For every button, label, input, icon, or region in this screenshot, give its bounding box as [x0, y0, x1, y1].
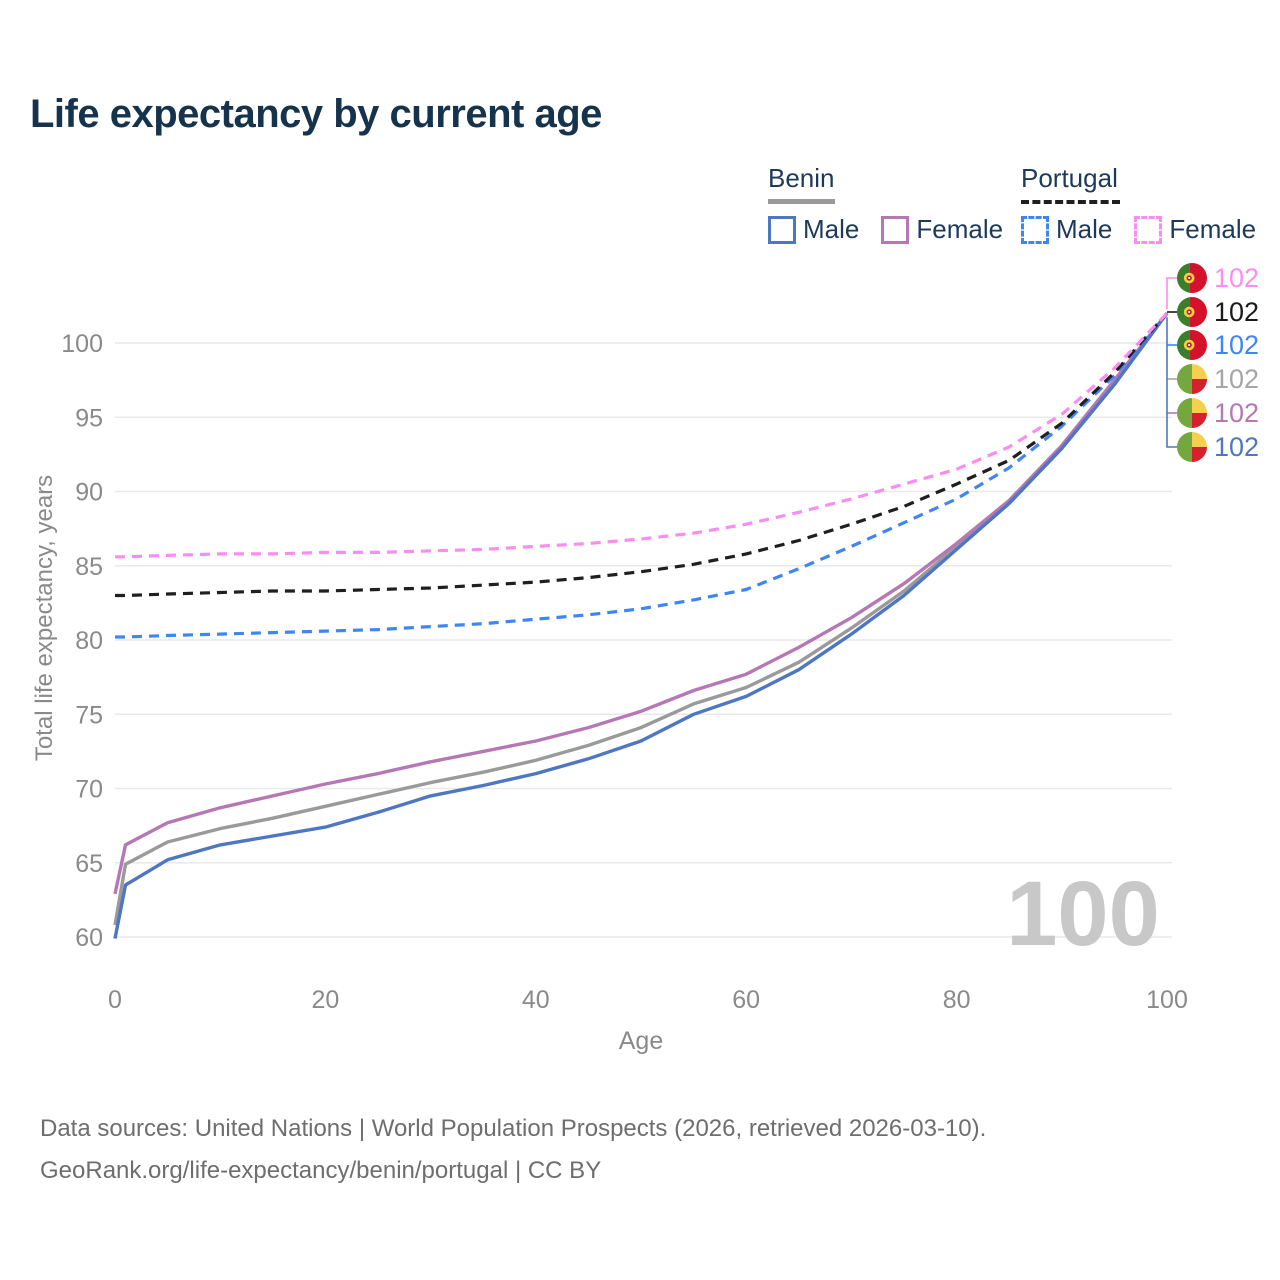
x-tick-label-0: 0 [108, 986, 122, 1014]
page-title: Life expectancy by current age [30, 92, 602, 136]
x-tick-label-100: 100 [1146, 986, 1188, 1014]
legend-swatch-benin-male[interactable] [768, 215, 796, 244]
legend-group-benin: Benin Male Female [768, 163, 1025, 245]
y-tick-label-70: 70 [75, 776, 103, 804]
y-tick-label-95: 95 [75, 404, 103, 432]
benin-flag-icon [1177, 364, 1207, 394]
line-portugal-male[interactable] [115, 312, 1169, 639]
x-tick-label-80: 80 [943, 986, 971, 1014]
portugal-flag-icon [1177, 263, 1207, 293]
legend-swatch-portugal-male[interactable] [1021, 215, 1049, 244]
legend-country-benin[interactable]: Benin [768, 163, 835, 193]
footer-data-sources: Data sources: United Nations | World Pop… [40, 1115, 987, 1142]
y-tick-label-100: 100 [61, 330, 103, 358]
legend-label-benin-female[interactable]: Female [916, 214, 1004, 244]
legend-label-portugal-female[interactable]: Female [1169, 214, 1257, 244]
x-axis-title: Age [619, 1027, 663, 1055]
legend-group-portugal: Portugal Male Female [1021, 163, 1278, 245]
portugal-flag-icon [1177, 297, 1207, 327]
line-benin-both-sexes[interactable] [113, 312, 1169, 926]
legend-label-portugal-male[interactable]: Male [1056, 214, 1113, 244]
footer-attribution[interactable]: GeoRank.org/life-expectancy/benin/portug… [40, 1157, 602, 1184]
end-label-portugal-both-sexes: 102 [1177, 297, 1259, 327]
benin-flag-icon [1177, 432, 1207, 462]
end-value-portugal-both-sexes: 102 [1214, 296, 1260, 327]
end-label-portugal-female: 102 [1177, 263, 1259, 293]
line-benin-male[interactable] [113, 312, 1169, 939]
y-tick-label-80: 80 [75, 627, 103, 655]
y-tick-label-65: 65 [75, 850, 103, 878]
connector-benin-male [1166, 317, 1177, 448]
end-label-portugal-male: 102 [1177, 330, 1259, 360]
y-tick-label-60: 60 [75, 924, 103, 952]
line-portugal-both-sexes[interactable] [115, 312, 1169, 598]
x-tick-label-60: 60 [732, 986, 760, 1014]
footer: Data sources: United Nations | World Pop… [40, 1108, 986, 1192]
end-value-portugal-male: 102 [1214, 329, 1260, 360]
connector-portugal-female [1166, 277, 1177, 310]
end-label-benin-male: 102 [1177, 432, 1259, 462]
y-tick-label-90: 90 [75, 479, 103, 507]
line-benin-female[interactable] [113, 312, 1169, 895]
x-tick-label-20: 20 [311, 986, 339, 1014]
end-value-benin-both-sexes: 102 [1214, 363, 1260, 394]
legend-underline-portugal [1021, 200, 1120, 204]
end-label-benin-both-sexes: 102 [1177, 364, 1259, 394]
y-tick-label-85: 85 [75, 553, 103, 581]
end-value-benin-female: 102 [1214, 397, 1260, 428]
portugal-flag-icon [1177, 330, 1207, 360]
benin-flag-icon [1177, 398, 1207, 428]
watermark-age-100: 100 [1006, 863, 1160, 965]
end-value-portugal-female: 102 [1214, 262, 1260, 293]
end-label-benin-female: 102 [1177, 398, 1259, 428]
legend-label-benin-male[interactable]: Male [803, 214, 860, 244]
legend-underline-benin [768, 199, 835, 204]
legend-country-portugal[interactable]: Portugal [1021, 163, 1118, 193]
legend-swatch-benin-female[interactable] [881, 215, 910, 244]
line-portugal-female[interactable] [115, 312, 1169, 559]
y-axis-title: Total life expectancy, years [31, 475, 58, 761]
legend-swatch-portugal-female[interactable] [1134, 215, 1163, 244]
end-value-benin-male: 102 [1214, 431, 1260, 462]
x-tick-label-40: 40 [522, 986, 550, 1014]
y-tick-label-75: 75 [75, 701, 103, 729]
